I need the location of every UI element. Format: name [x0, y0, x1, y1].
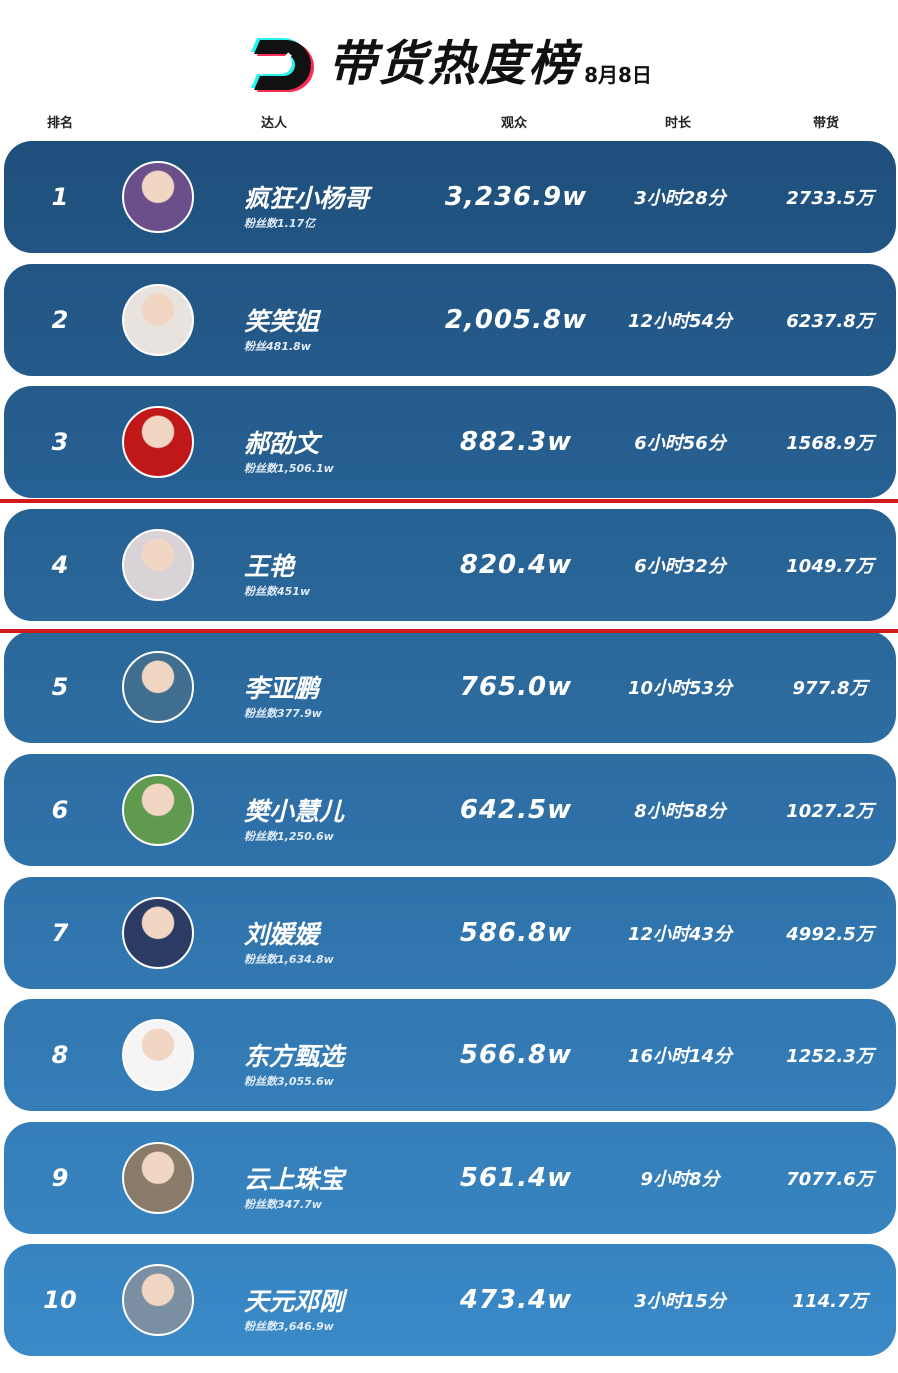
header: 带货热度榜 8月8日	[0, 22, 898, 94]
audience-value: 3,236.9w	[444, 182, 588, 212]
sales-value: 7077.6万	[786, 1168, 874, 1190]
duration-value: 6小时32分	[634, 555, 726, 577]
audience-value: 2,005.8w	[444, 304, 588, 335]
table-row[interactable]: 1 疯狂小杨哥 粉丝数1.17亿 3,236.9w 3小时28分 2733.5万	[4, 141, 896, 253]
table-row[interactable]: 4 王艳 粉丝数451w 820.4w 6小时32分 1049.7万	[4, 508, 896, 621]
sales-value: 1049.7万	[786, 555, 874, 577]
table-row[interactable]: 9 云上珠宝 粉丝数347.7w 561.4w 9小时8分 7077.6万	[4, 1121, 896, 1234]
table-row[interactable]: 10 天元邓刚 粉丝数3,646.9w 473.4w 3小时15分 114.7万	[4, 1244, 896, 1357]
streamer-name[interactable]: 疯狂小杨哥	[244, 184, 370, 213]
fan-count: 粉丝数347.7w	[244, 1197, 322, 1211]
fan-count: 粉丝数1,250.6w	[244, 830, 334, 843]
streamer-name[interactable]: 李亚鹏	[244, 674, 320, 704]
sales-value: 1568.9万	[786, 433, 874, 455]
sales-value: 977.8万	[792, 678, 868, 700]
table-row[interactable]: 6 樊小慧儿 粉丝数1,250.6w 642.5w 8小时58分 1027.2万	[4, 754, 896, 866]
fan-count: 粉丝数3,055.6w	[244, 1075, 334, 1089]
streamer-name[interactable]: 东方甄选	[244, 1042, 345, 1072]
streamer-name[interactable]: 王艳	[244, 551, 295, 581]
rank-number: 3	[51, 428, 69, 457]
streamer-name[interactable]: 云上珠宝	[244, 1164, 345, 1194]
duration-value: 9小时8分	[640, 1168, 720, 1190]
avatar[interactable]	[122, 651, 194, 724]
duration-value: 6小时56分	[634, 433, 726, 455]
col-duration: 时长	[664, 116, 692, 131]
audience-value: 586.8w	[459, 917, 573, 948]
fan-count: 粉丝数377.9w	[244, 707, 322, 721]
sales-value: 2733.5万	[786, 188, 874, 209]
duration-value: 8小时58分	[634, 801, 726, 822]
audience-value: 820.4w	[459, 549, 573, 580]
duration-value: 12小时43分	[627, 923, 733, 945]
fan-count: 粉丝481.8w	[244, 339, 311, 353]
table-row[interactable]: 2 笑笑姐 粉丝481.8w 2,005.8w 12小时54分 6237.8万	[4, 263, 896, 376]
sales-value: 4992.5万	[786, 923, 874, 945]
audience-value: 473.4w	[459, 1285, 573, 1316]
streamer-name[interactable]: 刘媛媛	[244, 919, 320, 949]
rank-number: 10	[43, 1286, 77, 1315]
rank-number: 9	[51, 1163, 69, 1192]
table-row[interactable]: 7 刘媛媛 粉丝数1,634.8w 586.8w 12小时43分 4992.5万	[4, 876, 896, 989]
table-row[interactable]: 5 李亚鹏 粉丝数377.9w 765.0w 10小时53分 977.8万	[4, 631, 896, 744]
rank-number: 1	[51, 183, 69, 211]
streamer-name[interactable]: 天元邓刚	[244, 1287, 345, 1317]
rank-number: 8	[51, 1041, 69, 1070]
rank-number: 7	[51, 918, 69, 947]
sales-value: 6237.8万	[786, 310, 874, 332]
avatar[interactable]	[122, 1019, 194, 1092]
fan-count: 粉丝数1.17亿	[244, 217, 316, 230]
table-row[interactable]: 8 东方甄选 粉丝数3,055.6w 566.8w 16小时14分 1252.3…	[4, 999, 896, 1112]
avatar[interactable]	[122, 161, 194, 233]
fan-count: 粉丝数1,506.1w	[244, 462, 334, 476]
duration-value: 16小时14分	[627, 1046, 733, 1068]
table-row[interactable]: 3 郝劭文 粉丝数1,506.1w 882.3w 6小时56分 1568.9万	[4, 386, 896, 499]
streamer-name[interactable]: 郝劭文	[244, 429, 320, 459]
rank-number: 4	[51, 550, 69, 579]
date-label: 8月8日	[584, 63, 652, 87]
col-sales: 带货	[812, 116, 840, 131]
duration-value: 3小时15分	[634, 1291, 726, 1313]
rank-number: 6	[51, 796, 69, 824]
avatar[interactable]	[122, 1141, 194, 1214]
avatar[interactable]	[122, 283, 194, 356]
fan-count: 粉丝数451w	[244, 584, 311, 598]
audience-value: 882.3w	[459, 427, 573, 458]
col-streamer: 达人	[260, 116, 288, 131]
fan-count: 粉丝数3,646.9w	[244, 1320, 334, 1334]
duration-value: 3小时28分	[634, 188, 726, 209]
avatar[interactable]	[122, 406, 194, 479]
streamer-name[interactable]: 樊小慧儿	[244, 797, 345, 826]
avatar[interactable]	[122, 774, 194, 846]
fan-count: 粉丝数1,634.8w	[244, 952, 334, 966]
cutoff-line	[0, 629, 898, 633]
sales-value: 1027.2万	[786, 801, 874, 822]
rank-number: 5	[51, 673, 69, 702]
col-rank: 排名	[46, 116, 74, 131]
audience-value: 561.4w	[459, 1162, 573, 1193]
logo-icon	[246, 36, 316, 94]
streamer-name[interactable]: 笑笑姐	[244, 306, 320, 336]
page-title: 带货热度榜	[328, 36, 579, 92]
avatar[interactable]	[122, 528, 194, 601]
audience-value: 566.8w	[459, 1040, 573, 1071]
column-headers: 排名 达人 观众 时长 带货	[0, 112, 898, 132]
sales-value: 114.7万	[792, 1291, 868, 1313]
rank-number: 2	[51, 305, 69, 334]
duration-value: 12小时54分	[627, 310, 733, 332]
cutoff-line	[0, 499, 898, 503]
avatar[interactable]	[122, 1264, 194, 1337]
avatar[interactable]	[122, 896, 194, 969]
audience-value: 642.5w	[459, 795, 573, 825]
sales-value: 1252.3万	[786, 1046, 874, 1068]
audience-value: 765.0w	[459, 672, 573, 703]
col-audience: 观众	[500, 116, 528, 131]
duration-value: 10小时53分	[627, 678, 733, 700]
